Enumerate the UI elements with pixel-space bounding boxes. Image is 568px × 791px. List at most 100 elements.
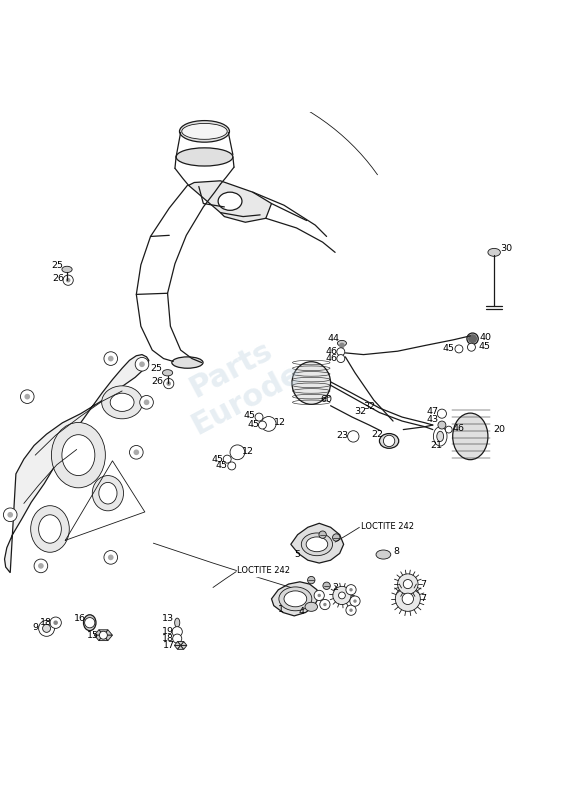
- Ellipse shape: [279, 587, 312, 611]
- Polygon shape: [99, 630, 108, 635]
- Polygon shape: [103, 630, 112, 635]
- Ellipse shape: [99, 483, 117, 504]
- Text: 23: 23: [336, 431, 349, 440]
- Ellipse shape: [182, 123, 227, 139]
- Text: 7: 7: [420, 594, 426, 604]
- Circle shape: [99, 631, 107, 639]
- Polygon shape: [177, 642, 184, 645]
- Ellipse shape: [333, 586, 351, 604]
- Circle shape: [323, 603, 327, 606]
- Polygon shape: [174, 642, 181, 645]
- Circle shape: [346, 605, 356, 615]
- Circle shape: [228, 462, 236, 470]
- Text: 2: 2: [332, 583, 338, 592]
- Polygon shape: [272, 582, 318, 616]
- Text: 45: 45: [442, 344, 455, 354]
- Polygon shape: [5, 354, 149, 573]
- Ellipse shape: [62, 435, 95, 475]
- Text: 40: 40: [479, 333, 492, 342]
- Circle shape: [140, 396, 153, 409]
- Polygon shape: [177, 645, 184, 649]
- Circle shape: [164, 378, 174, 388]
- Text: 46: 46: [453, 424, 465, 433]
- Circle shape: [3, 508, 17, 521]
- Text: 22: 22: [371, 430, 384, 439]
- Polygon shape: [174, 645, 181, 649]
- Circle shape: [85, 618, 95, 628]
- Circle shape: [314, 590, 324, 600]
- Ellipse shape: [292, 361, 331, 404]
- Text: 30: 30: [500, 244, 513, 253]
- Text: 45: 45: [478, 343, 491, 351]
- Circle shape: [53, 620, 58, 625]
- Ellipse shape: [305, 602, 318, 611]
- Circle shape: [139, 361, 145, 367]
- Ellipse shape: [488, 248, 500, 256]
- Ellipse shape: [319, 531, 326, 539]
- Circle shape: [108, 356, 114, 361]
- Text: 4: 4: [298, 607, 304, 616]
- Ellipse shape: [332, 534, 340, 541]
- Ellipse shape: [323, 582, 331, 589]
- Text: 18: 18: [161, 634, 174, 643]
- Circle shape: [135, 358, 149, 371]
- Circle shape: [39, 620, 55, 636]
- Text: 46: 46: [325, 346, 338, 356]
- Text: 16: 16: [73, 614, 86, 623]
- Text: 7: 7: [420, 580, 426, 589]
- Circle shape: [346, 585, 356, 595]
- Ellipse shape: [398, 573, 418, 594]
- Text: 12: 12: [242, 447, 254, 456]
- Circle shape: [337, 348, 345, 356]
- Ellipse shape: [395, 586, 420, 611]
- Circle shape: [38, 563, 44, 569]
- Circle shape: [383, 435, 395, 447]
- Circle shape: [445, 426, 452, 433]
- Circle shape: [166, 381, 171, 386]
- Text: 1: 1: [278, 604, 283, 614]
- Text: 21: 21: [430, 441, 442, 450]
- Text: 45: 45: [211, 455, 224, 464]
- Ellipse shape: [284, 591, 307, 607]
- Ellipse shape: [453, 413, 488, 460]
- Ellipse shape: [31, 505, 69, 552]
- Text: 15: 15: [86, 631, 99, 640]
- Circle shape: [337, 354, 345, 362]
- Text: 44: 44: [328, 335, 340, 343]
- Circle shape: [348, 431, 359, 442]
- Text: 25: 25: [51, 262, 63, 271]
- Ellipse shape: [83, 615, 96, 630]
- Ellipse shape: [39, 515, 61, 543]
- Circle shape: [104, 551, 118, 564]
- Ellipse shape: [467, 333, 478, 344]
- Text: 26: 26: [52, 274, 64, 283]
- Circle shape: [104, 352, 118, 365]
- Circle shape: [172, 626, 182, 637]
- Circle shape: [144, 399, 149, 405]
- Ellipse shape: [172, 357, 203, 369]
- Circle shape: [63, 275, 73, 286]
- Text: 45: 45: [215, 461, 228, 471]
- Text: 17: 17: [163, 641, 176, 650]
- Circle shape: [108, 554, 114, 560]
- Circle shape: [437, 409, 446, 418]
- Ellipse shape: [162, 369, 173, 376]
- Circle shape: [230, 445, 245, 460]
- Circle shape: [255, 413, 263, 421]
- Circle shape: [403, 580, 412, 589]
- Text: 25: 25: [150, 365, 162, 373]
- Circle shape: [438, 421, 446, 429]
- Ellipse shape: [308, 577, 315, 584]
- Polygon shape: [189, 181, 272, 222]
- Text: 43: 43: [427, 414, 439, 424]
- Circle shape: [455, 345, 463, 353]
- Polygon shape: [94, 635, 103, 641]
- Polygon shape: [99, 635, 108, 641]
- Ellipse shape: [437, 431, 444, 441]
- Ellipse shape: [176, 148, 233, 166]
- Text: 13: 13: [161, 614, 174, 623]
- Ellipse shape: [302, 533, 333, 555]
- Circle shape: [261, 417, 276, 431]
- Text: 20: 20: [493, 425, 505, 434]
- Circle shape: [349, 608, 353, 612]
